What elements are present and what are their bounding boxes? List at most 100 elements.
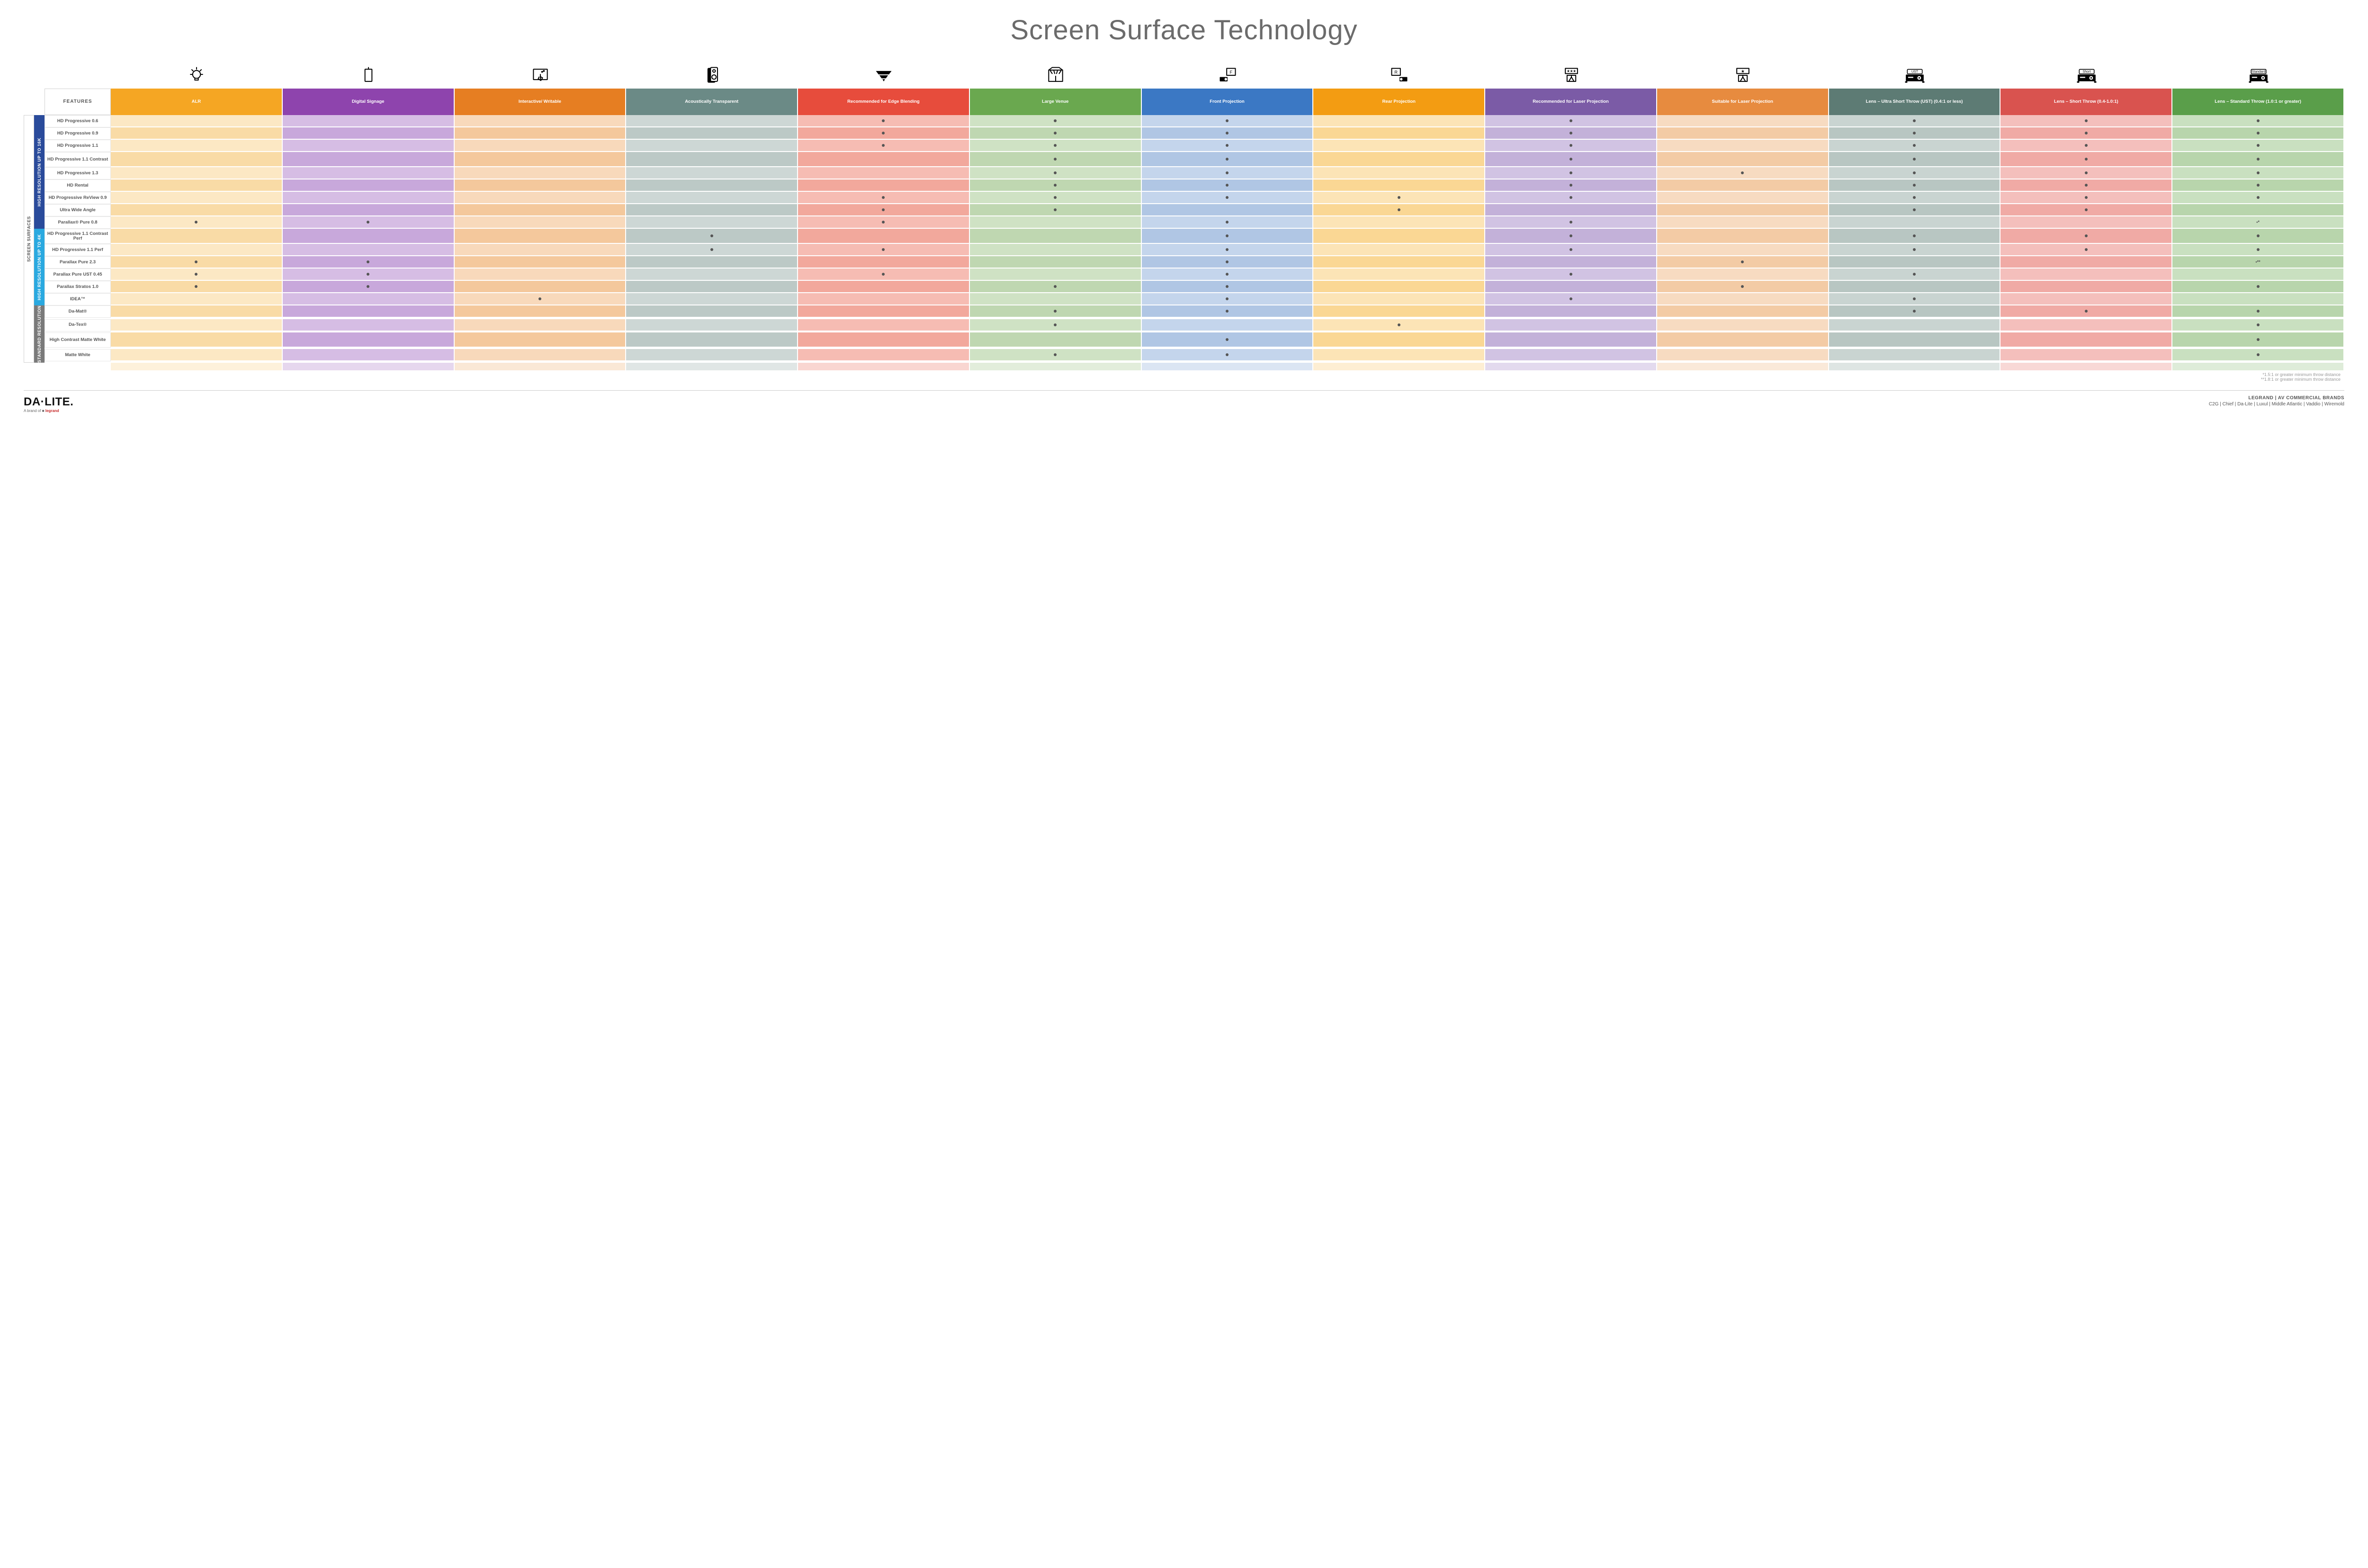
- row-label-11: Parallax Pure 2.3: [45, 256, 111, 269]
- cell-15-9: [1657, 305, 1829, 318]
- cell-9-10: [1829, 229, 2001, 244]
- cell-4-2: [455, 167, 627, 179]
- venue-icon: [970, 60, 1142, 89]
- cell-7-7: [1313, 204, 1485, 216]
- cell-4-4: [798, 167, 970, 179]
- cell-12-7: [1313, 269, 1485, 281]
- cell-10-11: [2000, 244, 2172, 256]
- cell-17-9: [1657, 332, 1829, 348]
- cell-15-5: [970, 305, 1142, 318]
- cell-1-5: [970, 127, 1142, 140]
- cell-8-1: [283, 216, 455, 229]
- cell-1-12: [2172, 127, 2344, 140]
- cell-0-11: [2000, 115, 2172, 127]
- cell-16-9: [1657, 319, 1829, 332]
- cell-12-1: [283, 269, 455, 281]
- touch-icon: [455, 60, 627, 89]
- cell-18-7: [1313, 349, 1485, 361]
- cell-2-2: [455, 140, 627, 152]
- svg-text:Standard: Standard: [2251, 71, 2265, 74]
- cell-18-6: [1142, 349, 1314, 361]
- cell-17-2: [455, 332, 627, 348]
- cell-14-3: [626, 293, 798, 305]
- cell-3-11: [2000, 152, 2172, 167]
- cell-15-0: [111, 305, 283, 318]
- row-label-18: Matte White: [45, 349, 111, 361]
- cell-8-10: [1829, 216, 2001, 229]
- cell-1-10: [1829, 127, 2001, 140]
- cell-16-8: [1485, 319, 1657, 332]
- cell-9-2: [455, 229, 627, 244]
- cell-3-1: [283, 152, 455, 167]
- cell-17-3: [626, 332, 798, 348]
- cell-18-12: [2172, 349, 2344, 361]
- cell-7-1: [283, 204, 455, 216]
- row-label-12: Parallax Pure UST 0.45: [45, 269, 111, 281]
- row-label-0: HD Progressive 0.6: [45, 115, 111, 127]
- cell-3-9: [1657, 152, 1829, 167]
- cell-7-3: [626, 204, 798, 216]
- cell-9-7: [1313, 229, 1485, 244]
- cell-12-8: [1485, 269, 1657, 281]
- row-label-1: HD Progressive 0.9: [45, 127, 111, 140]
- cell-3-12: [2172, 152, 2344, 167]
- cell-15-1: [283, 305, 455, 318]
- cell-blank-5: [970, 363, 1142, 371]
- blend-icon: [798, 60, 970, 89]
- cell-12-5: [970, 269, 1142, 281]
- cell-2-4: [798, 140, 970, 152]
- cell-14-1: [283, 293, 455, 305]
- cell-18-10: [1829, 349, 2001, 361]
- cell-5-2: [455, 179, 627, 192]
- cell-6-2: [455, 192, 627, 204]
- group-label-0: HIGH RESOLUTION UP TO 16K: [34, 115, 45, 229]
- cell-13-2: [455, 281, 627, 293]
- cell-blank-3: [626, 363, 798, 371]
- row-label-2: HD Progressive 1.1: [45, 140, 111, 152]
- cell-9-0: [111, 229, 283, 244]
- cell-6-0: [111, 192, 283, 204]
- cell-3-8: [1485, 152, 1657, 167]
- cell-17-8: [1485, 332, 1657, 348]
- cell-16-11: [2000, 319, 2172, 332]
- cell-10-0: [111, 244, 283, 256]
- cell-5-12: [2172, 179, 2344, 192]
- cell-6-12: [2172, 192, 2344, 204]
- page-title: Screen Surface Technology: [24, 14, 2344, 46]
- cell-7-0: [111, 204, 283, 216]
- cell-0-12: [2172, 115, 2344, 127]
- cell-3-3: [626, 152, 798, 167]
- cell-15-2: [455, 305, 627, 318]
- row-label-9: HD Progressive 1.1 Contrast Perf: [45, 229, 111, 244]
- features-header: FEATURES: [45, 89, 111, 115]
- cell-10-8: [1485, 244, 1657, 256]
- cell-16-1: [283, 319, 455, 332]
- cell-13-11: [2000, 281, 2172, 293]
- logo-sub-brand: legrand: [45, 409, 59, 413]
- footnote-2: **1.8:1 or greater minimum throw distanc…: [24, 377, 2341, 382]
- row-label-10: HD Progressive 1.1 Perf: [45, 244, 111, 256]
- cell-14-2: [455, 293, 627, 305]
- cell-18-1: [283, 349, 455, 361]
- cell-10-3: [626, 244, 798, 256]
- brands-heading: LEGRAND | AV COMMERCIAL BRANDS: [2209, 395, 2344, 401]
- col-header-6: Front Projection: [1142, 89, 1314, 115]
- cell-12-2: [455, 269, 627, 281]
- cell-3-0: [111, 152, 283, 167]
- cell-12-3: [626, 269, 798, 281]
- cell-3-2: [455, 152, 627, 167]
- cell-1-4: [798, 127, 970, 140]
- cell-13-6: [1142, 281, 1314, 293]
- cell-1-0: [111, 127, 283, 140]
- cell-2-7: [1313, 140, 1485, 152]
- cell-6-7: [1313, 192, 1485, 204]
- footnote-1: *1.5:1 or greater minimum throw distance: [24, 372, 2341, 377]
- cell-11-0: [111, 256, 283, 269]
- cell-4-8: [1485, 167, 1657, 179]
- cell-12-10: [1829, 269, 2001, 281]
- cell-6-5: [970, 192, 1142, 204]
- cell-2-8: [1485, 140, 1657, 152]
- svg-text:★: ★: [1741, 69, 1745, 74]
- cell-11-6: [1142, 256, 1314, 269]
- cell-blank-8: [1485, 363, 1657, 371]
